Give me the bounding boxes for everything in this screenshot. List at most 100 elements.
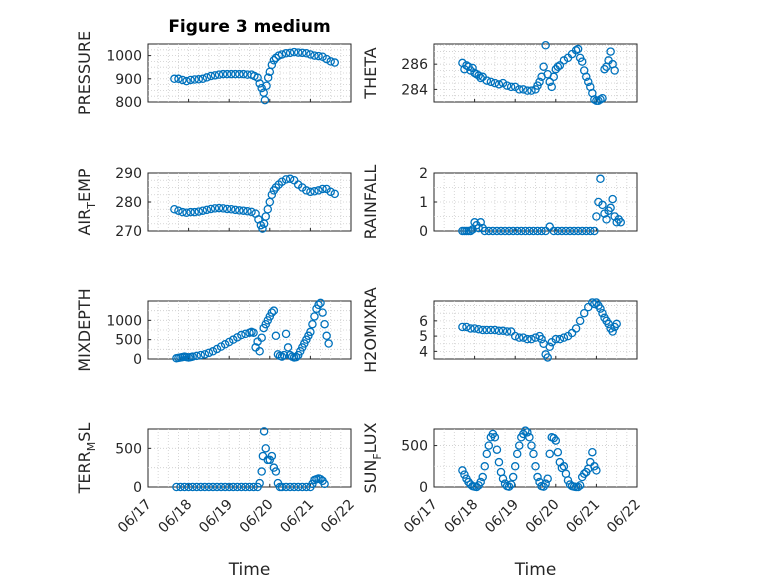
data-point xyxy=(241,482,250,492)
data-point xyxy=(224,482,234,492)
data-point xyxy=(281,175,291,184)
data-point xyxy=(285,482,295,492)
x-tick-label: 06/21 xyxy=(277,497,317,537)
data-point xyxy=(293,482,303,492)
subplot-1: 800 900 1000 PRESSURE Figure 3 medium xyxy=(75,17,352,115)
data-point xyxy=(551,334,561,344)
data-point xyxy=(490,78,500,88)
data-point xyxy=(210,204,220,213)
data-point xyxy=(525,433,534,442)
data-point xyxy=(600,64,609,74)
data-point xyxy=(553,62,563,71)
y-axis-label-subscript: T xyxy=(85,202,98,210)
x-axis-label: Time xyxy=(228,560,271,580)
data-point xyxy=(543,353,552,362)
data-point xyxy=(490,325,500,335)
data-point xyxy=(575,316,585,326)
data-point xyxy=(515,441,524,450)
data-point xyxy=(480,226,489,236)
data-point xyxy=(470,324,479,333)
data-point xyxy=(515,333,524,342)
x-axis-label: Time xyxy=(514,560,557,580)
data-point xyxy=(277,177,287,186)
data-point xyxy=(188,482,197,492)
data-point xyxy=(573,482,583,492)
data-point xyxy=(308,319,317,329)
data-point xyxy=(508,226,518,236)
data-point xyxy=(259,427,269,436)
data-point xyxy=(261,444,270,453)
data-point xyxy=(281,482,291,492)
data-point xyxy=(519,333,528,342)
data-point xyxy=(545,77,554,87)
subplot-8: 0 500 06/17 06/18 06/19 06/20 06/21 06/22 Time SU… xyxy=(361,422,644,580)
data-point xyxy=(577,226,587,236)
data-point xyxy=(565,226,575,236)
data-point xyxy=(255,347,264,356)
data-point xyxy=(510,462,520,471)
y-axis-label: THETA xyxy=(361,47,380,99)
data-point xyxy=(176,482,185,492)
data-point xyxy=(262,81,271,91)
data-point xyxy=(182,76,191,86)
y-tick-label: 800 xyxy=(115,95,142,111)
data-point xyxy=(214,203,224,213)
data-point xyxy=(212,482,222,492)
data-point xyxy=(198,74,208,84)
data-point xyxy=(541,479,550,488)
data-point xyxy=(525,226,534,236)
y-tick-label: 280 xyxy=(115,195,142,211)
y-axis-label: PRESSURE xyxy=(75,31,94,115)
data-point xyxy=(204,482,214,492)
data-point xyxy=(281,49,291,58)
data-point xyxy=(577,57,587,66)
data-point xyxy=(267,60,277,70)
data-point xyxy=(188,352,197,361)
data-point xyxy=(478,325,487,335)
data-point xyxy=(543,474,552,483)
data-point xyxy=(174,74,183,84)
y-tick-label: 0 xyxy=(133,480,142,496)
data-point xyxy=(310,187,319,196)
data-point xyxy=(204,348,214,358)
data-point xyxy=(537,226,546,236)
x-tick-label: 06/22 xyxy=(318,497,358,537)
data-point xyxy=(293,48,303,57)
data-point xyxy=(559,333,569,342)
data-point xyxy=(306,327,315,337)
y-tick-label: 500 xyxy=(115,333,142,349)
data-point xyxy=(326,187,335,197)
x-tick-label: 06/17 xyxy=(401,497,441,537)
y-axis-label-tail: EMP xyxy=(75,168,94,202)
data-point xyxy=(523,334,532,344)
data-point xyxy=(521,426,530,435)
data-point xyxy=(289,482,299,492)
data-point xyxy=(482,449,492,459)
data-point xyxy=(573,44,583,54)
data-point xyxy=(222,204,232,214)
data-point xyxy=(474,324,483,334)
data-point xyxy=(237,330,246,340)
data-point xyxy=(468,63,477,73)
y-tick-label: 290 xyxy=(115,166,142,182)
data-point xyxy=(239,206,248,215)
data-point xyxy=(533,226,542,236)
data-point xyxy=(314,186,323,195)
data-point xyxy=(208,347,218,356)
y-tick-label: 5 xyxy=(419,329,428,345)
data-point xyxy=(218,204,228,213)
data-point xyxy=(206,71,216,81)
data-point xyxy=(476,218,485,227)
data-point xyxy=(257,83,266,93)
data-point xyxy=(243,207,252,216)
data-point xyxy=(512,226,522,236)
data-point xyxy=(549,72,559,82)
data-point xyxy=(586,226,595,236)
data-point xyxy=(269,55,279,65)
data-point xyxy=(531,462,540,471)
data-point xyxy=(224,337,234,347)
data-point xyxy=(502,327,512,336)
data-point xyxy=(537,334,546,344)
data-point xyxy=(484,226,494,236)
